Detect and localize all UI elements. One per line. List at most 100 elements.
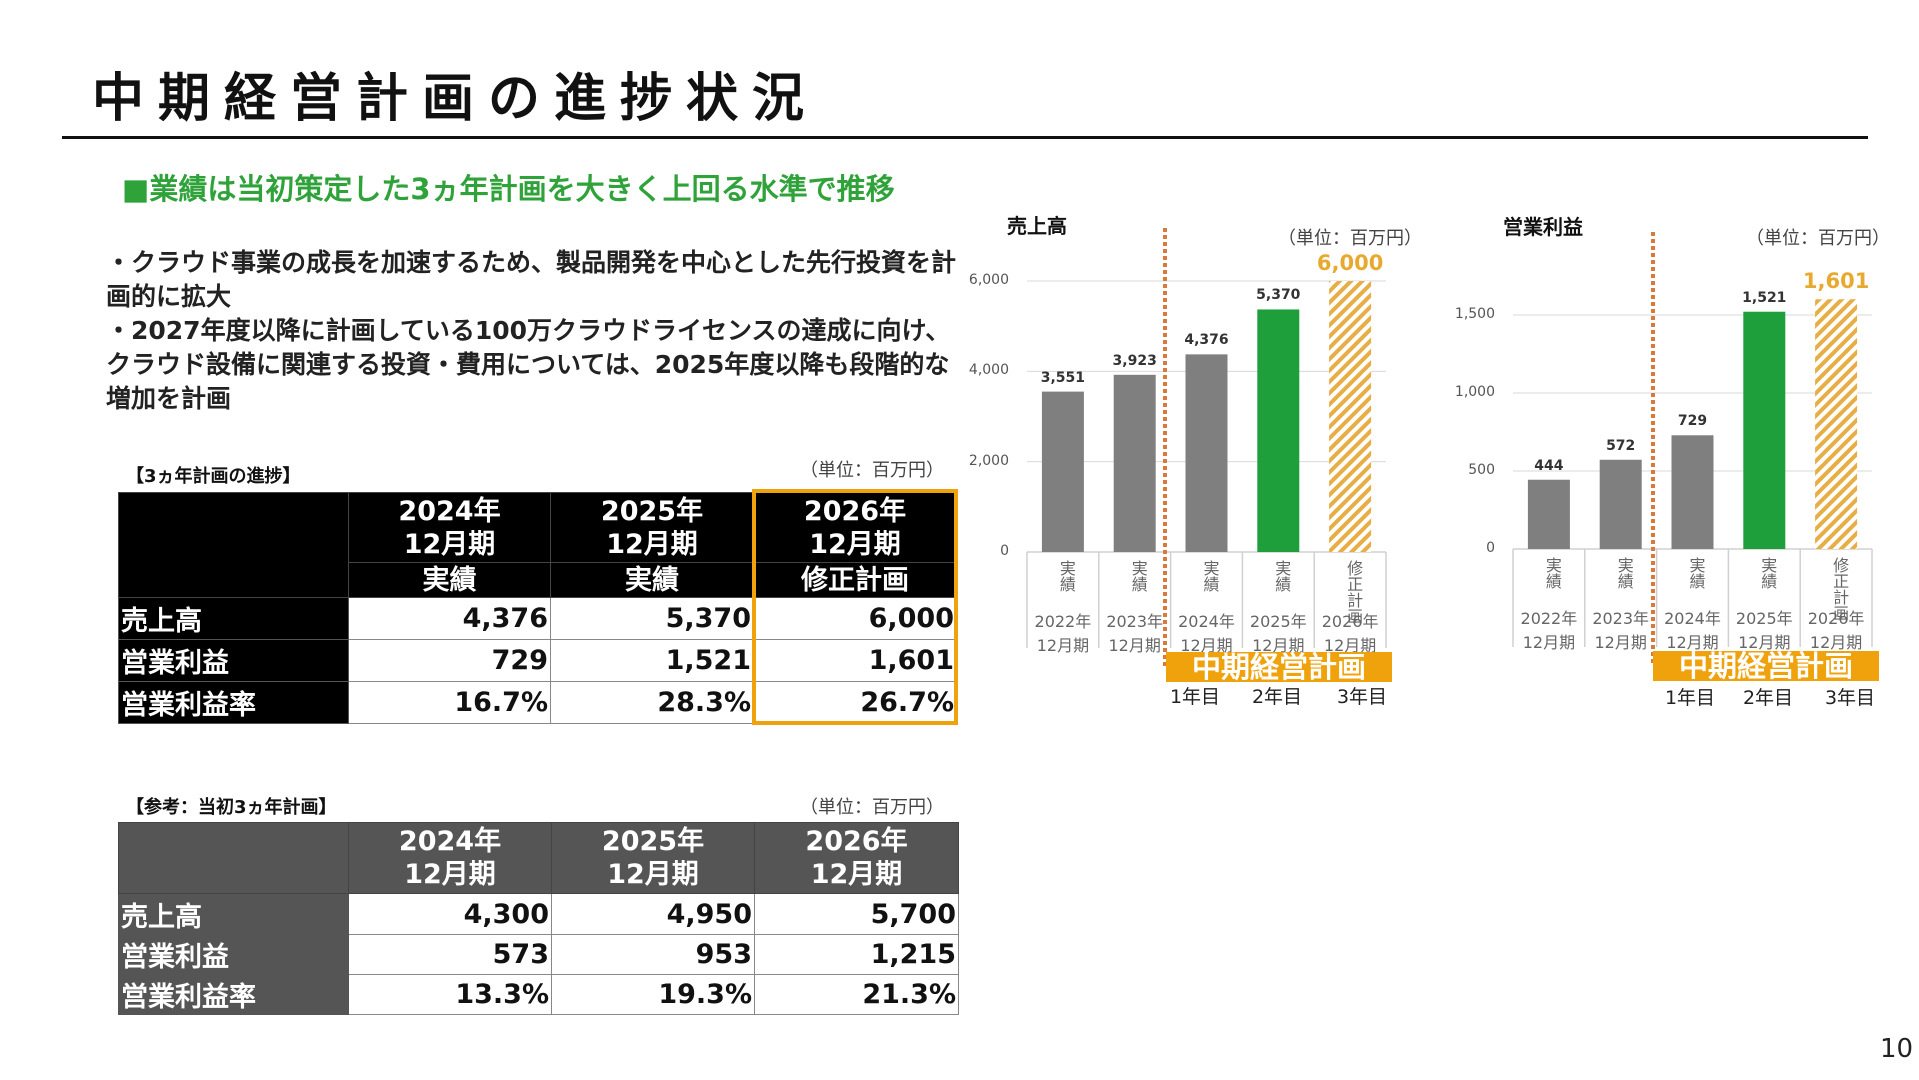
category-status: 実績	[1686, 557, 1706, 589]
cell: 5,370	[550, 597, 754, 640]
data-label: 1,601	[1802, 269, 1870, 294]
cell: 1,215	[754, 934, 959, 975]
row-label: 営業利益	[118, 934, 349, 975]
table-row: 営業利益率 13.3% 19.3% 21.3%	[118, 974, 959, 1015]
column-status: 修正計画	[753, 562, 957, 598]
category-year: 2025年	[1735, 609, 1793, 628]
row-label: 営業利益	[118, 639, 349, 682]
cell: 19.3%	[551, 974, 755, 1015]
row-label: 売上高	[118, 893, 349, 935]
y-tick-label: 4,000	[968, 362, 1009, 379]
category-period: 12月期	[1108, 636, 1161, 655]
category-period: 12月期	[1180, 636, 1233, 655]
header-corner	[118, 492, 349, 598]
bar-2025年	[1257, 309, 1300, 552]
column-status: 実績	[550, 562, 754, 598]
column-header: 2024年 12月期	[348, 822, 552, 894]
bar-2024年	[1185, 354, 1228, 552]
plan-year-label: 2年目	[1251, 686, 1303, 708]
data-label: 3,551	[1040, 369, 1086, 386]
chart-unit: （単位：百万円）	[1278, 228, 1422, 249]
bar-2026年	[1329, 281, 1372, 552]
data-label: 6,000	[1316, 251, 1384, 275]
category-year: 2024年	[1664, 609, 1721, 628]
original-plan-table: 2024年 12月期 2025年 12月期 2026年 12月期 売上高 4,300 …	[118, 822, 959, 1015]
data-label: 572	[1606, 437, 1636, 454]
cell: 13.3%	[348, 974, 552, 1015]
cell: 4,300	[348, 893, 552, 935]
cell: 5,700	[754, 893, 959, 935]
data-label: 4,376	[1184, 332, 1229, 349]
y-tick-label: 2,000	[968, 452, 1009, 469]
cell: 4,950	[551, 893, 755, 935]
row-label: 営業利益率	[118, 681, 349, 724]
category-year: 2023年	[1106, 612, 1164, 631]
title-divider	[62, 136, 1868, 139]
page-title: 中期経営計画の進捗状況	[92, 69, 819, 129]
y-tick-label: 1,000	[1454, 384, 1495, 400]
bar-2025年	[1743, 311, 1786, 549]
column-header: 2026年 12月期	[754, 822, 959, 894]
headline: ■業績は当初策定した3ヵ年計画を大きく上回る水準で推移	[122, 172, 895, 206]
data-label: 1,521	[1742, 289, 1787, 306]
category-status: 実績	[1542, 557, 1562, 589]
category-year: 2023年	[1592, 609, 1650, 628]
category-year: 2022年	[1034, 612, 1092, 631]
cell: 4,376	[348, 597, 551, 640]
y-tick-label: 6,000	[968, 272, 1009, 288]
data-label: 3,923	[1112, 352, 1157, 369]
category-status: 実績	[1758, 557, 1778, 589]
category-year: 2025年	[1249, 612, 1307, 631]
cell: 1,521	[550, 639, 754, 682]
mid-term-plan-box: 中期経営計画	[1166, 652, 1392, 682]
original-table-unit: （単位：百万円）	[800, 797, 944, 818]
data-label: 5,370	[1256, 287, 1301, 304]
table-row: 営業利益 729 1,521 1,601	[118, 639, 957, 682]
chart-unit: （単位：百万円）	[1746, 228, 1890, 249]
category-status: 実績	[1200, 560, 1220, 592]
bar-2023年	[1599, 459, 1642, 549]
category-period: 12月期	[1036, 636, 1090, 655]
category-period: 12月期	[1252, 636, 1305, 655]
category-year: 2026年	[1321, 612, 1379, 631]
bullet-1: ・クラウド事業の成長を加速するため、製品開発を中心とした先行投資を計画的に拡大	[106, 248, 957, 311]
column-header: 2024年 12月期	[348, 492, 551, 563]
category-period: 12月期	[1666, 633, 1719, 652]
table-row: 営業利益 573 953 1,215	[118, 934, 959, 975]
header-corner	[118, 822, 349, 894]
category-status: 修正計画	[1830, 557, 1850, 621]
category-period: 12月期	[1809, 633, 1863, 652]
category-year: 2026年	[1807, 609, 1865, 628]
cell: 21.3%	[754, 974, 959, 1015]
y-tick-label: 0	[1486, 540, 1495, 556]
category-period: 12月期	[1594, 633, 1647, 652]
original-table-label: 【参考：当初3ヵ年計画】	[126, 797, 337, 818]
bar-2022年	[1041, 391, 1084, 552]
table-status-row: 実績 実績 修正計画	[119, 562, 957, 598]
row-label: 売上高	[118, 597, 349, 640]
bar-2023年	[1113, 374, 1156, 552]
revised-plan-highlight	[752, 489, 958, 725]
category-year: 2022年	[1520, 609, 1578, 628]
cell: 573	[348, 934, 552, 975]
column-status: 実績	[348, 562, 551, 598]
category-period: 12月期	[1323, 636, 1377, 655]
column-header: 2026年 12月期	[753, 492, 957, 563]
plan-year-label: 3年目	[1824, 687, 1876, 709]
category-year: 2024年	[1178, 612, 1235, 631]
chart-title: 売上高	[1007, 214, 1067, 238]
plan-year-label: 1年目	[1169, 686, 1221, 708]
plan-year-label: 2年目	[1742, 687, 1794, 709]
row-label: 営業利益率	[118, 974, 349, 1015]
bar-2022年	[1527, 479, 1570, 549]
category-status: 実績	[1614, 557, 1634, 589]
category-status: 修正計画	[1344, 560, 1364, 624]
mid-term-plan-box: 中期経営計画	[1653, 651, 1879, 681]
progress-table-unit: （単位：百万円）	[800, 460, 944, 481]
column-header: 2025年 12月期	[550, 492, 754, 563]
table-header-row: 2024年 12月期 2025年 12月期 2026年 12月期	[118, 822, 959, 894]
y-tick-label: 1,500	[1454, 306, 1495, 322]
bar-2024年	[1671, 435, 1714, 549]
data-label: 444	[1534, 457, 1564, 474]
table-row: 売上高 4,300 4,950 5,700	[118, 893, 959, 935]
